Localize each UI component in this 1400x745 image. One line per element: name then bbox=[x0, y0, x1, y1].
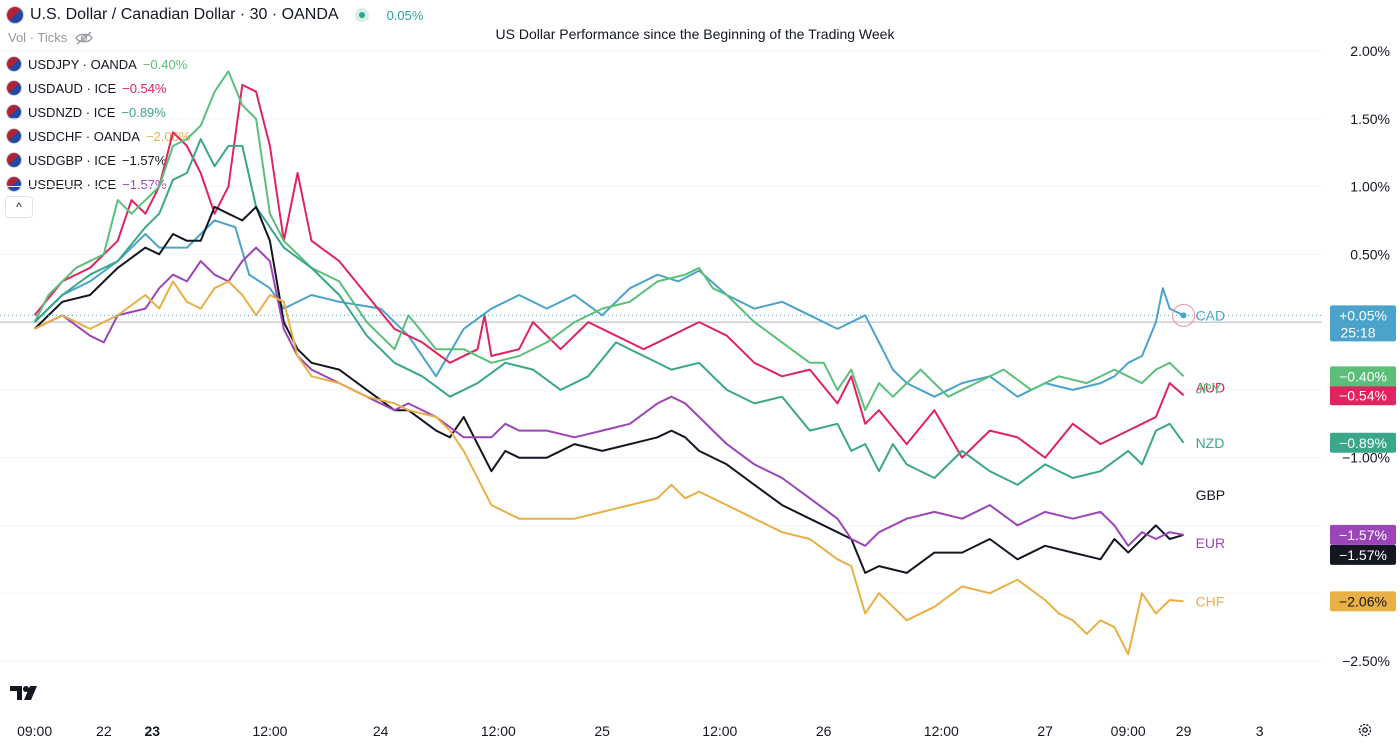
series-line-eur bbox=[34, 246, 1184, 547]
price-badge bbox=[1330, 385, 1396, 406]
legend-item-usdaud[interactable]: USDAUD · ICE −0.54% bbox=[6, 76, 190, 100]
series-name-label: JPY bbox=[1196, 380, 1222, 396]
legend-item-usdgbp[interactable]: USDGBP · ICE −1.57% bbox=[6, 148, 190, 172]
legend-label: USDJPY · OANDA bbox=[28, 56, 137, 72]
countdown-timer: 25:18 bbox=[1340, 324, 1375, 340]
y-tick-label: −2.50% bbox=[1342, 653, 1390, 669]
collapse-legend-button[interactable]: ^ bbox=[5, 196, 33, 218]
y-tick-label: 1.00% bbox=[1350, 179, 1390, 195]
y-tick-label: 1.50% bbox=[1350, 111, 1390, 127]
x-tick-label: 29 bbox=[1176, 723, 1192, 739]
series-name-label: CAD bbox=[1196, 307, 1226, 323]
price-badge-value: −0.89% bbox=[1339, 435, 1387, 451]
currency-flag-icon bbox=[6, 80, 22, 96]
series-name-label: CHF bbox=[1196, 593, 1225, 609]
x-tick-label: 12:00 bbox=[481, 723, 516, 739]
legend-item-usdjpy[interactable]: USDJPY · OANDA −0.40% bbox=[6, 52, 190, 76]
series-line-cad bbox=[33, 219, 1185, 398]
legend-item-usdnzd[interactable]: USDNZD · ICE −0.89% bbox=[6, 100, 190, 124]
legend-value: −0.40% bbox=[142, 56, 188, 72]
symbol-change: 0.05% bbox=[386, 7, 424, 23]
series-line-jpy bbox=[33, 70, 1185, 412]
price-badge bbox=[1330, 305, 1396, 342]
y-tick-label: 2.00% bbox=[1350, 43, 1390, 59]
usd-cad-flag-icon bbox=[6, 6, 24, 24]
y-tick-label: 0.50% bbox=[1350, 246, 1390, 262]
x-tick-label: 25 bbox=[594, 723, 610, 739]
compare-legend: USDJPY · OANDA −0.40% USDAUD · ICE −0.54… bbox=[6, 52, 190, 196]
x-tick-label: 27 bbox=[1037, 723, 1053, 739]
x-tick-label: 12:00 bbox=[252, 723, 287, 739]
price-badge-value: −1.57% bbox=[1339, 547, 1387, 563]
price-badge-value: −0.40% bbox=[1339, 368, 1387, 384]
currency-flag-icon bbox=[6, 152, 22, 168]
price-badge-value: −2.06% bbox=[1339, 593, 1387, 609]
settings-gear-icon[interactable] bbox=[1357, 722, 1373, 738]
x-tick-label: 26 bbox=[816, 723, 832, 739]
x-tick-label: 3 bbox=[1256, 723, 1264, 739]
series-name-label: AUD bbox=[1196, 379, 1226, 395]
price-badge bbox=[1330, 524, 1396, 545]
x-tick-label: 12:00 bbox=[924, 723, 959, 739]
legend-label: USDCHF · OANDA bbox=[28, 128, 140, 144]
x-tick-label: 23 bbox=[144, 723, 160, 739]
series-line-nzd bbox=[33, 138, 1185, 486]
legend-label: USDGBP · ICE bbox=[28, 152, 116, 168]
volume-label: Vol · Ticks bbox=[8, 30, 68, 45]
currency-flag-icon bbox=[6, 56, 22, 72]
tradingview-logo-icon[interactable] bbox=[10, 684, 42, 702]
chart-title: US Dollar Performance since the Beginnin… bbox=[495, 26, 895, 42]
series-name-label: NZD bbox=[1196, 435, 1225, 451]
y-tick-label: −1.00% bbox=[1342, 450, 1390, 466]
legend-label: USDEUR · ICE bbox=[28, 176, 117, 192]
series-line-gbp bbox=[33, 205, 1184, 574]
price-badge bbox=[1330, 366, 1396, 387]
legend-label: USDNZD · ICE bbox=[28, 104, 116, 120]
x-tick-label: 22 bbox=[96, 723, 112, 739]
legend-value: −1.57% bbox=[121, 152, 167, 168]
legend-value: −1.57% bbox=[122, 176, 167, 192]
series-line-chf bbox=[34, 280, 1184, 656]
legend-label: USDAUD · ICE bbox=[28, 80, 117, 96]
x-tick-label: 24 bbox=[373, 723, 389, 739]
x-tick-label: 12:00 bbox=[702, 723, 737, 739]
price-badge bbox=[1330, 432, 1396, 453]
last-point-ring bbox=[1172, 303, 1196, 327]
currency-flag-icon bbox=[6, 104, 22, 120]
currency-flag-icon bbox=[6, 176, 22, 192]
currency-flag-icon bbox=[6, 128, 22, 144]
price-badge-value: −1.57% bbox=[1339, 527, 1387, 543]
volume-indicator[interactable]: Vol · Ticks bbox=[8, 30, 94, 45]
eye-off-icon[interactable] bbox=[75, 31, 94, 45]
chart-header: U.S. Dollar / Canadian Dollar · 30 · OAN… bbox=[6, 4, 423, 26]
symbol-title[interactable]: U.S. Dollar / Canadian Dollar · 30 · OAN… bbox=[30, 6, 339, 23]
series-name-label: EUR bbox=[1196, 535, 1226, 551]
series-name-label: GBP bbox=[1196, 487, 1226, 503]
legend-value: −0.54% bbox=[122, 80, 167, 96]
price-badge-value: +0.05% bbox=[1339, 307, 1387, 323]
x-tick-label: 09:00 bbox=[1111, 723, 1146, 739]
last-point-dot bbox=[1180, 312, 1187, 319]
price-badge bbox=[1330, 591, 1396, 612]
price-badge bbox=[1330, 544, 1396, 565]
series-line-aud bbox=[33, 83, 1185, 459]
market-status-icon bbox=[354, 8, 369, 22]
legend-value: −0.89% bbox=[121, 104, 166, 120]
price-badge-value: −0.54% bbox=[1339, 387, 1387, 403]
x-tick-label: 09:00 bbox=[17, 723, 52, 739]
legend-item-usdeur[interactable]: USDEUR · ICE −1.57% bbox=[6, 172, 190, 196]
